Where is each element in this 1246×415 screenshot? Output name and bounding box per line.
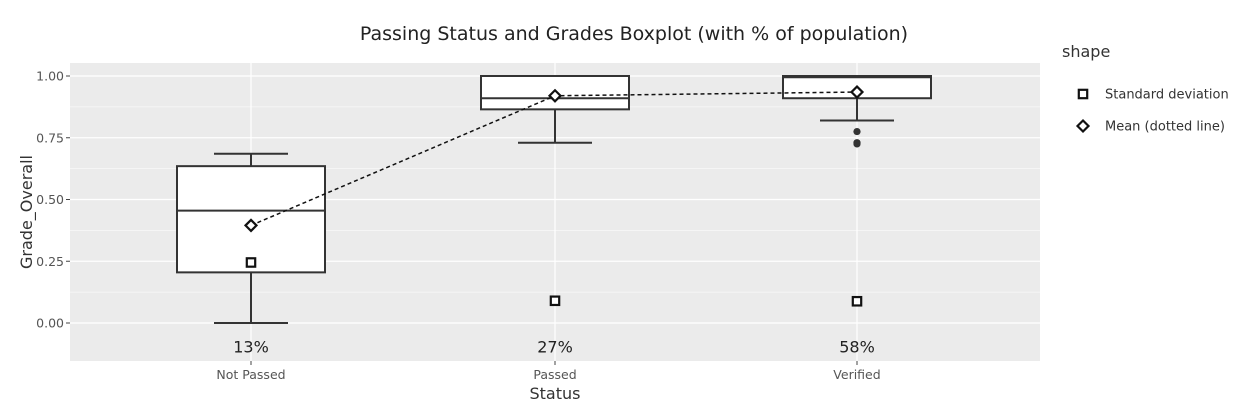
percent-label: 27%	[537, 337, 573, 356]
x-tick-label: Not Passed	[216, 367, 285, 382]
mean-point	[849, 84, 865, 100]
legend-item: Standard deviation	[1077, 88, 1229, 103]
chart-title: Passing Status and Grades Boxplot (with …	[360, 23, 908, 45]
percent-label: 13%	[233, 337, 269, 356]
y-axis-ticks: 0.00 0.25 0.50 0.75 1.00	[36, 69, 70, 331]
y-tick-label: 0.00	[36, 316, 64, 331]
x-tick-label: Verified	[833, 367, 880, 382]
sd-point	[245, 257, 257, 268]
y-tick-label: 1.00	[36, 69, 64, 84]
legend-label: Standard deviation	[1105, 88, 1229, 103]
sd-point	[851, 295, 863, 307]
mean-point	[547, 88, 563, 103]
y-axis-title: Grade_Overall	[17, 155, 37, 269]
outlier-point	[853, 127, 861, 136]
markers	[243, 84, 865, 307]
percent-label: 58%	[839, 337, 875, 356]
legend-title: shape	[1062, 42, 1110, 61]
legend-label: Mean (dotted line)	[1105, 120, 1225, 135]
legend-item: Mean (dotted line)	[1075, 118, 1225, 135]
legend: shape Standard deviation Mean (dotted lin…	[1062, 42, 1229, 135]
legend-items: Standard deviation Mean (dotted line)	[1075, 88, 1229, 135]
outlier-point	[853, 140, 861, 148]
legend-square-icon	[1077, 88, 1089, 100]
percent-labels: 13% 27% 58%	[233, 337, 875, 356]
y-tick-label: 0.75	[36, 130, 64, 145]
box-passed	[480, 75, 630, 144]
legend-diamond-icon	[1075, 118, 1091, 134]
x-axis-title: Status	[530, 384, 581, 403]
y-tick-label: 0.25	[36, 254, 64, 269]
x-axis-ticks: Not Passed Passed Verified	[216, 361, 881, 382]
y-tick-label: 0.50	[36, 192, 64, 207]
x-tick-label: Passed	[533, 367, 576, 382]
sd-point	[549, 295, 561, 307]
mean-point	[243, 218, 259, 233]
